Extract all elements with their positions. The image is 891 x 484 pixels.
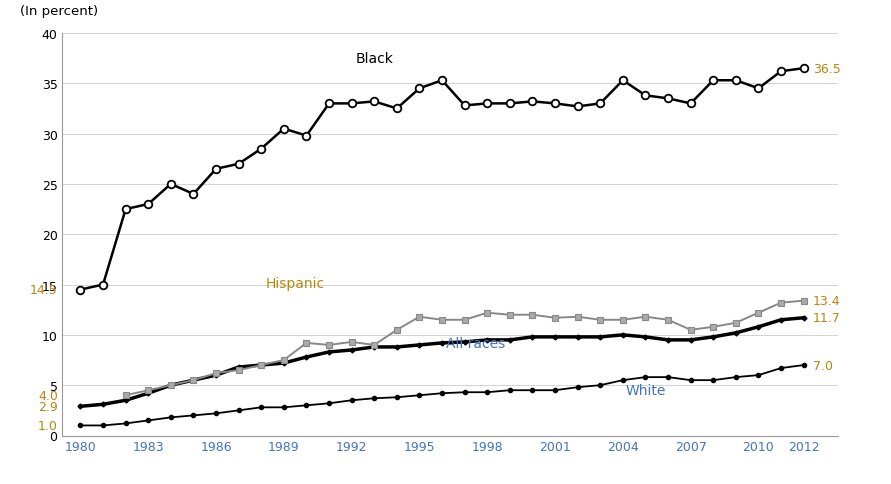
Text: Hispanic: Hispanic: [266, 276, 324, 290]
Text: All races: All races: [446, 336, 505, 350]
Text: White: White: [625, 383, 666, 397]
Text: 1.0: 1.0: [38, 419, 58, 432]
Text: 11.7: 11.7: [813, 312, 840, 325]
Text: (In percent): (In percent): [20, 5, 98, 18]
Text: 2.9: 2.9: [38, 400, 58, 413]
Text: 13.4: 13.4: [813, 295, 840, 307]
Text: 4.0: 4.0: [38, 389, 58, 402]
Text: Black: Black: [356, 52, 393, 66]
Text: 7.0: 7.0: [813, 359, 833, 372]
Text: 36.5: 36.5: [813, 62, 840, 76]
Text: 14.5: 14.5: [30, 284, 58, 297]
